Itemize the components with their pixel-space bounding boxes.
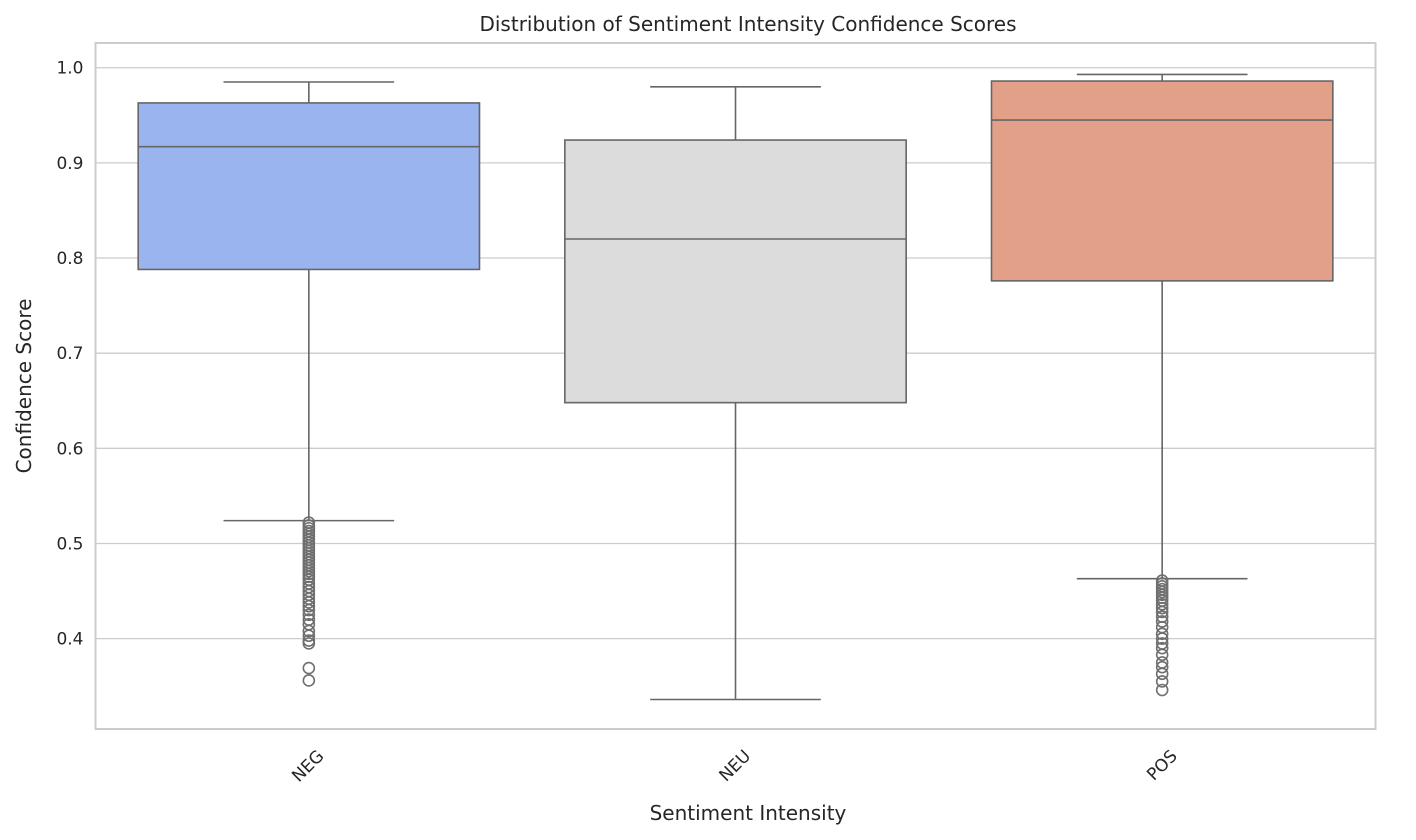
outlier-point (302, 661, 316, 675)
outlier-point (1155, 601, 1169, 615)
x-tick-label: NEG (288, 746, 328, 786)
outlier-point (1155, 667, 1169, 681)
plot-frame (94, 42, 1377, 730)
box-neu (564, 85, 907, 701)
outlier-point (302, 674, 316, 687)
outlier-point (302, 624, 316, 638)
outlier-point (302, 599, 316, 613)
y-tick-label: 0.9 (56, 154, 83, 174)
y-tick-label: 0.5 (56, 534, 83, 554)
iqr-box (137, 102, 481, 271)
outlier-point (302, 596, 316, 609)
box-pos (990, 73, 1334, 697)
outlier-point (1155, 683, 1169, 697)
y-tick-label: 0.4 (56, 630, 83, 650)
y-tick-label: 0.6 (56, 439, 83, 459)
y-tick-label: 0.7 (56, 344, 83, 364)
iqr-box (990, 80, 1334, 282)
outlier-point (302, 603, 316, 617)
x-tick-label: NEU (716, 746, 756, 786)
outlier-point (1155, 627, 1169, 641)
x-axis-label: Sentiment Intensity (650, 801, 847, 825)
y-axis-label: Confidence Score (12, 299, 36, 474)
iqr-box (564, 139, 907, 404)
y-tick-label: 0.8 (56, 249, 83, 269)
outlier-point (302, 608, 316, 622)
outlier-point (302, 637, 316, 650)
chart-title: Distribution of Sentiment Intensity Conf… (479, 12, 1016, 36)
outlier-point (1155, 605, 1169, 619)
box-neg (137, 81, 481, 687)
outlier-point (1155, 641, 1169, 655)
outlier-point (1155, 660, 1169, 674)
outlier-point (302, 629, 316, 643)
outlier-point (1155, 632, 1169, 645)
outlier-point (1155, 598, 1169, 611)
outlier-point (1155, 648, 1169, 662)
x-tick-label: POS (1143, 746, 1181, 784)
box-layer (137, 73, 1334, 701)
outlier-point (1155, 675, 1169, 688)
y-tick-label: 1.0 (56, 59, 83, 79)
outlier-point (1155, 615, 1169, 628)
